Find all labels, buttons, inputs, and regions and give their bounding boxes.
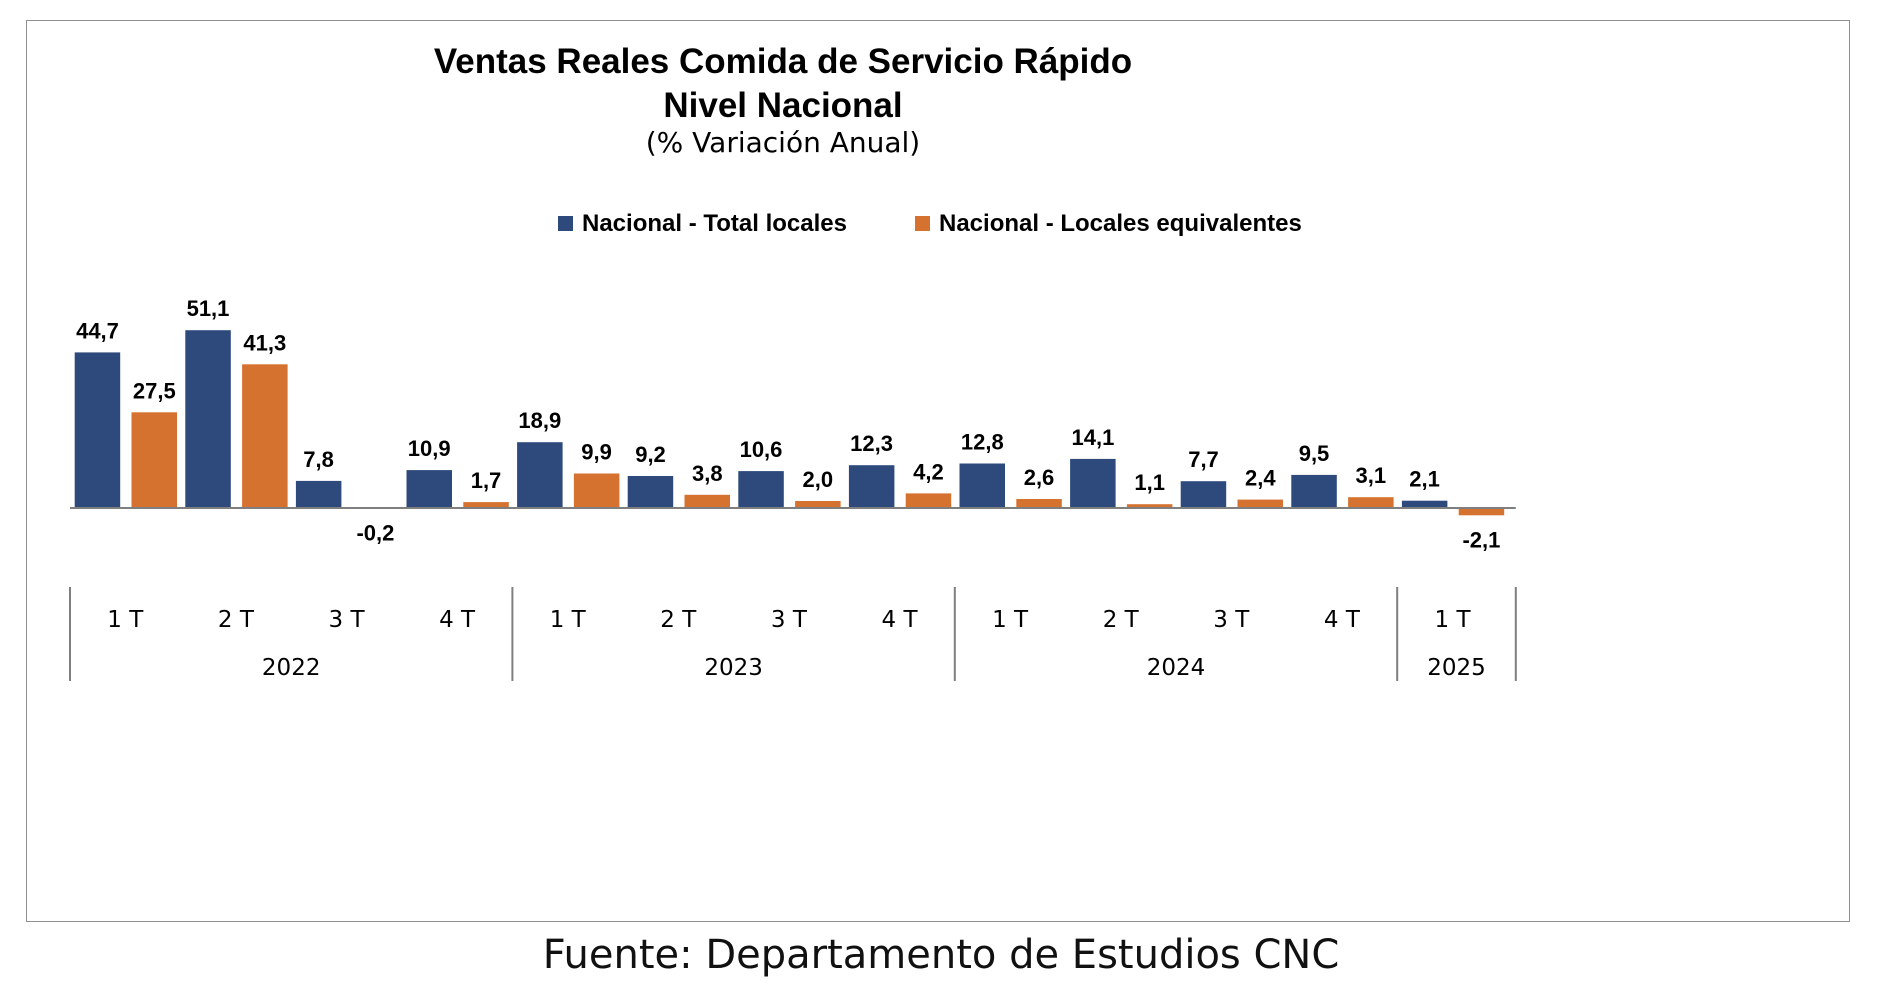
x-tick-label-11: 4 T <box>1324 607 1361 633</box>
plot-area: 44,7 51,1 7,8 10,9 18,9 9,2 10,6 12,3 12,8 14,1 7,… <box>74 296 1505 552</box>
bar-equivalentes-5 <box>684 494 730 508</box>
x-tick-label-0: 1 T <box>107 607 144 633</box>
bar-equivalentes-12 <box>1458 508 1505 516</box>
bar-total-4 <box>517 442 563 508</box>
legend-swatch-equivalentes <box>915 216 930 231</box>
data-label-total-1: 51,1 <box>187 296 230 321</box>
data-label-total-5: 9,2 <box>635 442 666 467</box>
x-group-label-2023: 2023 <box>704 655 763 681</box>
data-label-total-10: 7,7 <box>1188 447 1219 472</box>
x-tick-label-9: 2 T <box>1103 607 1140 633</box>
x-tick-label-10: 3 T <box>1213 607 1250 633</box>
bar-total-6 <box>738 471 784 508</box>
x-tick-label-4: 1 T <box>550 607 587 633</box>
data-label-equivalentes-11: 3,1 <box>1356 463 1387 488</box>
bar-total-5 <box>627 476 674 508</box>
data-label-total-12: 2,1 <box>1409 467 1440 492</box>
data-label-equivalentes-12: -2,1 <box>1462 527 1500 552</box>
data-label-total-7: 12,3 <box>850 431 893 456</box>
data-label-total-0: 44,7 <box>76 318 119 343</box>
bar-equivalentes-11 <box>1348 497 1394 508</box>
legend-swatch-total <box>558 216 573 231</box>
x-group-label-2024: 2024 <box>1147 655 1206 681</box>
data-label-total-11: 9,5 <box>1299 441 1330 466</box>
chart-title: Ventas Reales Comida de Servicio Rápido <box>434 42 1132 81</box>
bar-equivalentes-9 <box>1126 504 1173 508</box>
chart-subtitle: Nivel Nacional <box>663 86 902 125</box>
bar-total-7 <box>848 465 895 508</box>
bar-equivalentes-4 <box>573 473 620 508</box>
chart-unit-note: (% Variación Anual) <box>646 126 920 159</box>
bar-equivalentes-1 <box>242 364 288 508</box>
chart-frame: Ventas Reales Comida de Servicio Rápido … <box>26 20 1850 922</box>
data-label-equivalentes-4: 9,9 <box>581 440 612 465</box>
x-axis: 1 T 2 T 3 T 4 T 1 T 2 T 3 T 4 T 1 T 2 T 3 T 4 T 1 T 2… <box>69 507 1517 681</box>
bar-total-8 <box>959 463 1005 508</box>
data-label-equivalentes-10: 2,4 <box>1245 466 1276 491</box>
bar-equivalentes-10 <box>1237 499 1283 508</box>
legend-label-equivalentes: Nacional - Locales equivalentes <box>939 210 1302 237</box>
data-label-total-6: 10,6 <box>740 437 783 462</box>
x-tick-label-3: 4 T <box>439 607 476 633</box>
bar-total-9 <box>1070 458 1116 508</box>
data-label-total-8: 12,8 <box>961 430 1004 455</box>
bar-equivalentes-7 <box>905 493 952 508</box>
bar-chart: Ventas Reales Comida de Servicio Rápido … <box>69 42 1517 681</box>
data-label-equivalentes-1: 41,3 <box>243 330 286 355</box>
x-tick-label-8: 1 T <box>992 607 1029 633</box>
x-tick-label-6: 3 T <box>771 607 808 633</box>
x-tick-label-5: 2 T <box>660 607 697 633</box>
bar-equivalentes-6 <box>795 501 841 508</box>
data-label-equivalentes-8: 2,6 <box>1024 465 1055 490</box>
bar-equivalentes-0 <box>131 412 177 508</box>
source-note: Fuente: Departamento de Estudios CNC <box>542 932 1340 978</box>
bar-equivalentes-3 <box>463 502 509 508</box>
x-tick-label-1: 2 T <box>218 607 255 633</box>
bar-total-11 <box>1291 474 1337 508</box>
data-label-equivalentes-0: 27,5 <box>133 378 176 403</box>
x-group-label-2025: 2025 <box>1427 655 1486 681</box>
x-tick-label-7: 4 T <box>882 607 919 633</box>
bar-total-2 <box>295 480 342 508</box>
data-label-total-3: 10,9 <box>408 436 451 461</box>
bar-total-1 <box>185 330 231 508</box>
bar-equivalentes-8 <box>1016 499 1062 508</box>
data-label-total-4: 18,9 <box>518 408 561 433</box>
data-label-equivalentes-6: 2,0 <box>803 467 834 492</box>
bar-total-12 <box>1401 500 1448 508</box>
x-tick-label-2: 3 T <box>329 607 366 633</box>
data-label-equivalentes-7: 4,2 <box>913 459 944 484</box>
data-label-equivalentes-9: 1,1 <box>1134 470 1165 495</box>
data-label-equivalentes-2: -0,2 <box>356 521 394 546</box>
legend-label-total: Nacional - Total locales <box>582 210 847 237</box>
data-label-equivalentes-5: 3,8 <box>692 461 723 486</box>
x-group-label-2022: 2022 <box>262 655 321 681</box>
x-tick-label-12: 1 T <box>1435 607 1472 633</box>
bar-total-0 <box>74 352 121 508</box>
data-label-total-9: 14,1 <box>1071 425 1114 450</box>
chart-legend: Nacional - Total locales Nacional - Loca… <box>558 210 1302 237</box>
data-label-total-2: 7,8 <box>303 447 334 472</box>
data-label-equivalentes-3: 1,7 <box>471 468 502 493</box>
bar-total-3 <box>406 470 452 508</box>
bar-total-10 <box>1180 481 1227 508</box>
